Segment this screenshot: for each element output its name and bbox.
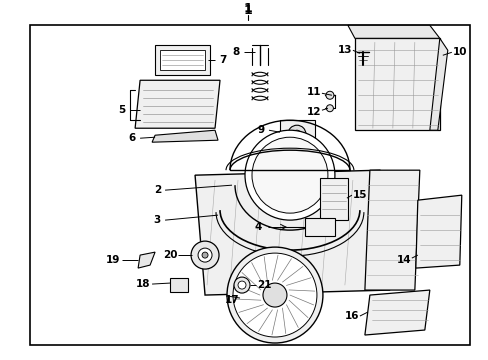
Text: 11: 11 [306, 87, 321, 97]
Text: 4: 4 [254, 222, 261, 232]
Circle shape [234, 277, 249, 293]
Text: 20: 20 [163, 250, 177, 260]
Text: 3: 3 [153, 215, 161, 225]
Circle shape [226, 247, 322, 343]
Text: 19: 19 [106, 255, 120, 265]
Polygon shape [364, 170, 419, 290]
Circle shape [202, 252, 207, 258]
Text: 5: 5 [118, 105, 125, 115]
Polygon shape [155, 45, 210, 75]
Text: 21: 21 [256, 280, 271, 290]
Text: 10: 10 [451, 47, 466, 57]
Circle shape [238, 281, 245, 289]
Circle shape [233, 253, 316, 337]
Polygon shape [138, 252, 155, 268]
Circle shape [325, 91, 333, 99]
Text: 17: 17 [224, 295, 239, 305]
Polygon shape [195, 170, 389, 295]
Text: 18: 18 [136, 279, 150, 289]
Bar [30, 25, 469, 345]
Bar [319, 178, 347, 220]
Text: 12: 12 [306, 107, 321, 117]
Polygon shape [354, 38, 439, 130]
Circle shape [198, 248, 212, 262]
Text: 9: 9 [257, 125, 264, 135]
Text: 15: 15 [352, 190, 366, 200]
Polygon shape [135, 80, 220, 128]
Circle shape [263, 283, 286, 307]
Text: 8: 8 [232, 47, 239, 57]
Circle shape [287, 125, 305, 143]
Bar [280, 120, 314, 148]
Text: 1: 1 [243, 2, 252, 15]
Polygon shape [429, 38, 447, 130]
Polygon shape [160, 50, 204, 70]
Circle shape [251, 137, 327, 213]
Circle shape [292, 130, 300, 138]
Text: 14: 14 [396, 255, 410, 265]
Bar [305, 218, 334, 236]
Polygon shape [152, 130, 218, 142]
Text: 2: 2 [154, 185, 162, 195]
Polygon shape [415, 195, 461, 268]
Circle shape [326, 105, 333, 112]
Text: 13: 13 [337, 45, 351, 55]
Text: 6: 6 [128, 133, 136, 143]
Circle shape [191, 241, 219, 269]
Text: 1: 1 [243, 4, 252, 17]
Polygon shape [347, 25, 439, 38]
Circle shape [244, 130, 334, 220]
Polygon shape [364, 290, 429, 335]
Text: 7: 7 [219, 55, 226, 65]
Bar [170, 278, 188, 292]
Text: 16: 16 [344, 311, 358, 321]
